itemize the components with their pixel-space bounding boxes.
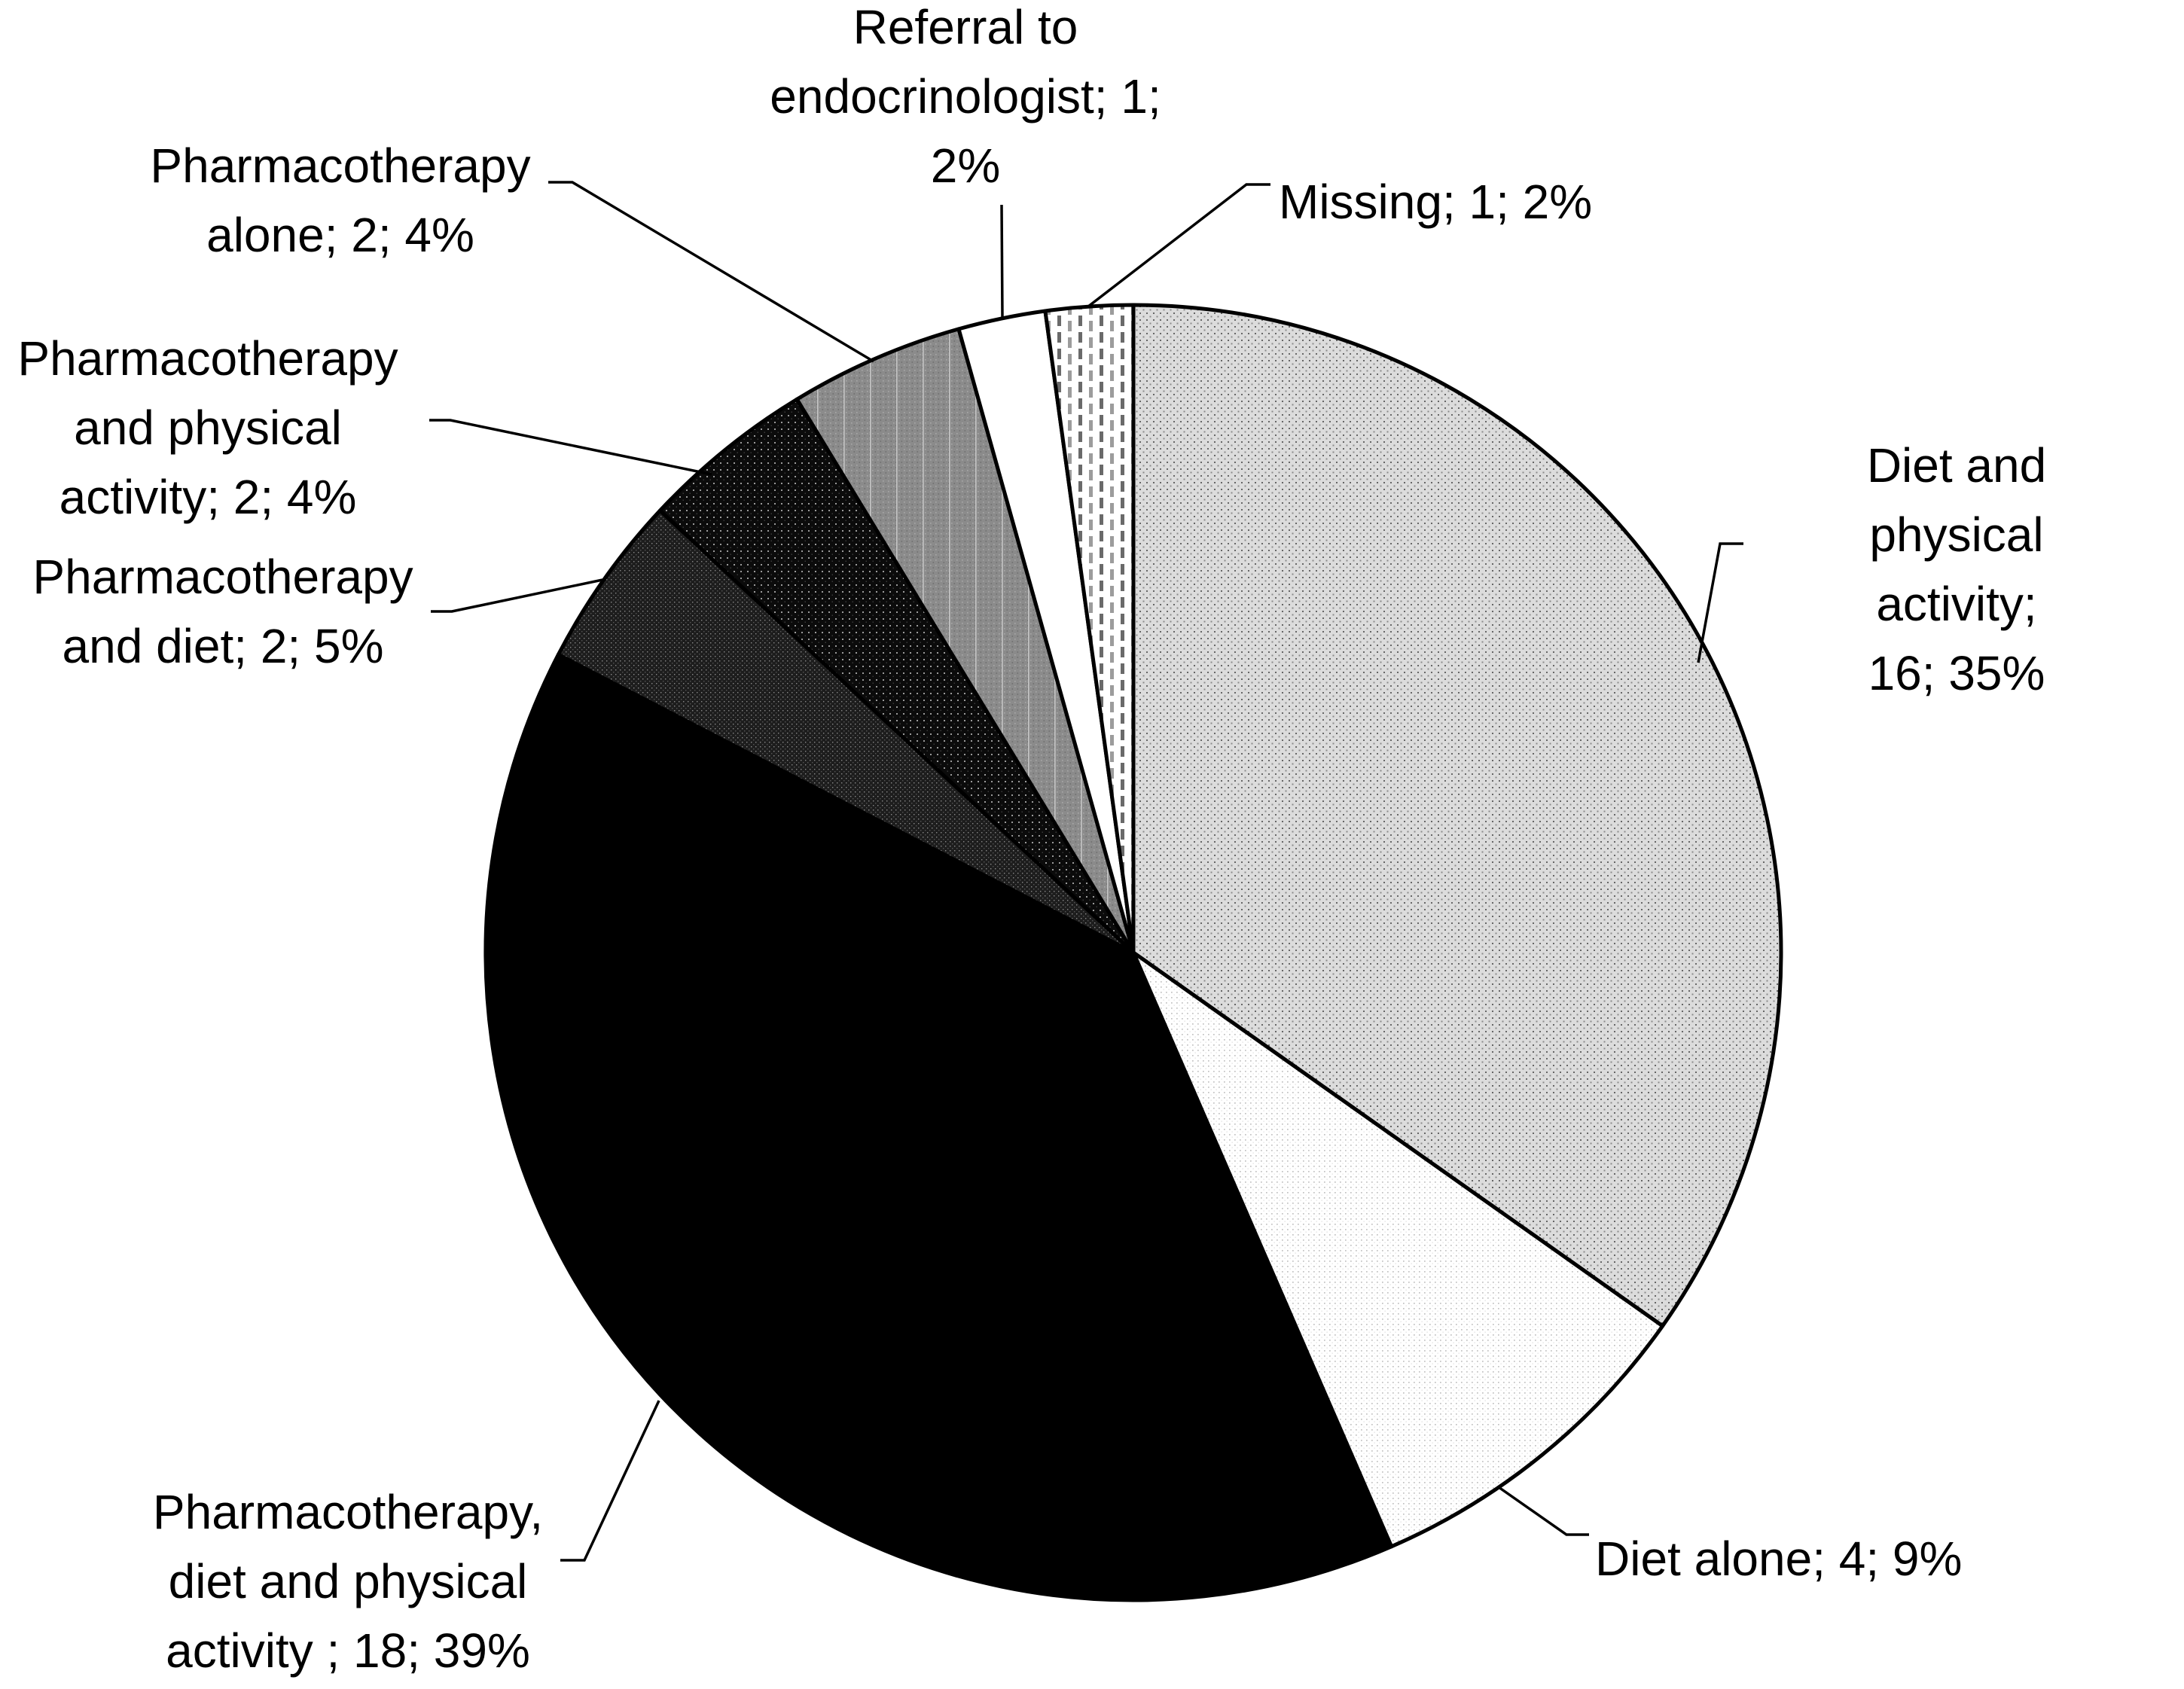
slice-label-pharmacotherapy-diet-and-physical-activity: Pharmacotherapy, diet and physical activ… — [152, 1485, 544, 1678]
slice-label-diet-and-physical-activity: Diet and physical activity; 16; 35% — [1866, 438, 2047, 700]
leader-line-missing — [1087, 183, 1270, 308]
pie-slice-pharm_diet_physical — [483, 652, 1394, 1602]
leader-line-diet_alone — [1497, 1486, 1589, 1536]
leader-line-diet_physical — [1697, 542, 1743, 663]
pie-slices-group — [483, 303, 1783, 1602]
pie-slice-pharm_alone — [795, 327, 1136, 955]
slice-label-pharmacotherapy-alone: Pharmacotherapy alone; 2; 4% — [150, 139, 531, 262]
pie-slice-pharm_diet — [556, 508, 1136, 955]
pie-slice-diet_alone — [1131, 950, 1665, 1549]
pie-slice-diet_physical — [1131, 303, 1783, 1328]
leader-line-pharm_diet_physical — [560, 1400, 660, 1562]
slice-label-pharmacotherapy-and-diet: Pharmacotherapy and diet; 2; 5% — [32, 550, 413, 673]
leader-line-pharm_alone — [548, 181, 874, 363]
leader-line-pharm_diet — [431, 578, 603, 613]
slice-label-diet-alone: Diet alone; 4; 9% — [1595, 1532, 1963, 1586]
pie-slice-pharm_physical — [658, 397, 1136, 955]
leader-lines-group — [429, 181, 1743, 1562]
slice-label-referral-to-endocrinologist: Referral to endocrinologist; 1; 2% — [770, 0, 1161, 193]
leader-line-pharm_physical — [429, 419, 712, 476]
slice-label-pharmacotherapy-and-physical-activity: Pharmacotherapy and physical activity; 2… — [17, 331, 398, 524]
slice-label-missing: Missing; 1; 2% — [1279, 175, 1593, 229]
